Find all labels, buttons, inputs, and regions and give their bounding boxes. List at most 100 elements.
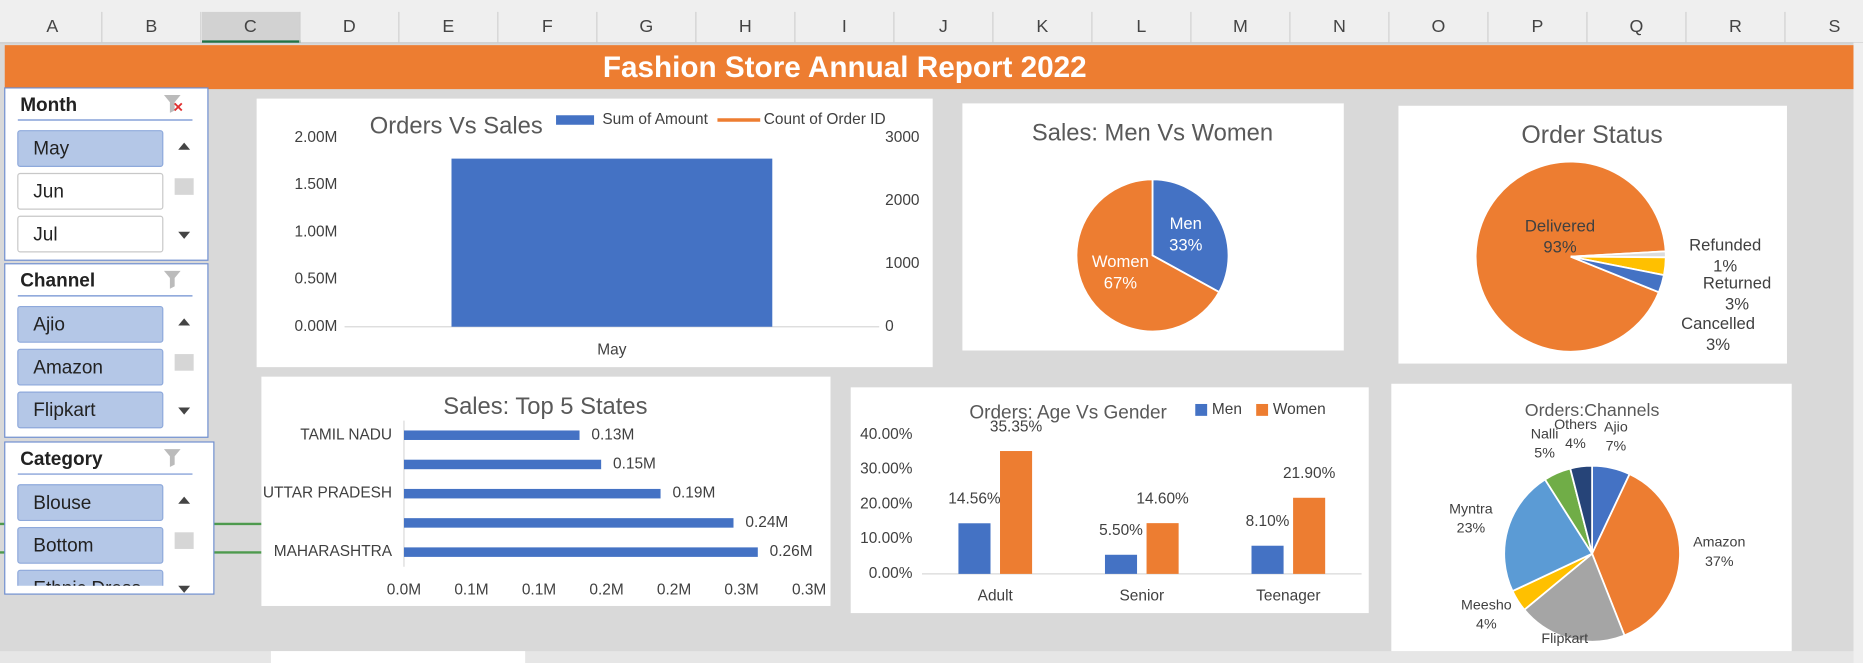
bar bbox=[1000, 451, 1033, 574]
slicer-items: Blouse Bottom Ethnic Dress bbox=[17, 484, 164, 606]
chart-title: Orders: Age Vs Gender bbox=[969, 402, 1167, 423]
data-label: 0.26M bbox=[770, 543, 813, 560]
data-label: 21.90% bbox=[1283, 465, 1336, 482]
column-header: D bbox=[343, 16, 356, 36]
data-label: 0.13M bbox=[591, 426, 634, 443]
sheet-tab[interactable] bbox=[270, 651, 526, 663]
clear-filter-icon[interactable] bbox=[163, 449, 181, 467]
column-header: S bbox=[1828, 16, 1840, 36]
scroll-down[interactable] bbox=[178, 585, 191, 593]
grouped-bar-chart: Orders: Age Vs Gender 0.00% 10.00% 20.00% 30… bbox=[860, 401, 1362, 605]
y-tick-label: 30.00% bbox=[860, 461, 913, 478]
scroll-thumb[interactable] bbox=[174, 532, 194, 549]
column-header: C bbox=[244, 16, 257, 36]
y-tick-label: 1.50M bbox=[295, 176, 338, 193]
hbar-chart: Sales: Top 5 States 0.0M 0.1M 0.1M 0.2M 0.2M 0… bbox=[263, 393, 826, 599]
slice-value-label: 93% bbox=[1543, 238, 1576, 257]
clear-filter-icon[interactable] bbox=[163, 270, 181, 289]
bar bbox=[958, 523, 991, 574]
slicer-item[interactable] bbox=[17, 348, 164, 386]
column-header: F bbox=[542, 16, 553, 36]
slice-value-label: 7% bbox=[1606, 439, 1627, 455]
slicer: Category Blouse Bottom Ethnic Dress bbox=[4, 441, 215, 606]
slicer-title: Month bbox=[20, 95, 77, 116]
scroll-up[interactable] bbox=[178, 318, 191, 326]
slicer-item-label: Bottom bbox=[33, 536, 93, 557]
slicer-item-label: Ethnic Dress bbox=[33, 578, 141, 599]
y-tick-label: 0.00M bbox=[295, 318, 338, 335]
slicer: Month May Jun Jul bbox=[4, 87, 209, 261]
y-tick-label: UTTAR PRADESH bbox=[263, 485, 392, 502]
slice-value-label: 1% bbox=[1713, 257, 1737, 276]
bar bbox=[451, 158, 773, 327]
scroll-up[interactable] bbox=[178, 496, 191, 504]
column-header: I bbox=[842, 16, 847, 36]
pie-slice bbox=[1151, 178, 1230, 294]
slicer-item[interactable] bbox=[17, 526, 164, 564]
slice-label: Delivered bbox=[1525, 216, 1595, 235]
slice-value-label: 4% bbox=[1565, 436, 1586, 452]
slicer-item-label: Ajio bbox=[33, 315, 65, 336]
y-tick-label: 40.00% bbox=[860, 426, 913, 443]
combo-chart: Orders Vs Sales 0.00M 0.50M 1.00M 1.50M 2.00M… bbox=[295, 111, 920, 358]
column-header: O bbox=[1431, 16, 1445, 36]
x-tick-label: Adult bbox=[978, 588, 1014, 605]
slicer-item[interactable] bbox=[17, 215, 164, 253]
scroll-down[interactable] bbox=[178, 231, 191, 239]
scroll-thumb[interactable] bbox=[174, 178, 194, 195]
column-header: H bbox=[739, 16, 752, 36]
y-tick-label: 20.00% bbox=[860, 495, 913, 512]
y-tick-label: 1.00M bbox=[295, 223, 338, 240]
slice-label: Meesho bbox=[1461, 598, 1512, 614]
pie-slice bbox=[1591, 472, 1681, 637]
x-tick-label: 0.3M bbox=[792, 582, 826, 599]
x-tick-label: 0.2M bbox=[589, 582, 623, 599]
scroll-down[interactable] bbox=[178, 407, 191, 415]
bar bbox=[1104, 554, 1138, 574]
pie-slice bbox=[1570, 255, 1666, 294]
chart-panel[interactable] bbox=[850, 387, 1369, 614]
slicer-item[interactable] bbox=[17, 130, 164, 167]
slicer-item[interactable] bbox=[17, 569, 164, 606]
x-tick-label: 0.1M bbox=[522, 582, 556, 599]
column-header: Q bbox=[1629, 16, 1643, 36]
y-tick-label: TAMIL NADU bbox=[300, 426, 392, 443]
scroll-up[interactable] bbox=[178, 142, 191, 150]
x-tick-label: 0.0M bbox=[387, 582, 421, 599]
bar bbox=[403, 430, 580, 440]
sheet-tab-bar bbox=[0, 651, 1854, 663]
slice-label: Returned bbox=[1703, 273, 1771, 292]
slicer-title: Channel bbox=[20, 271, 95, 292]
clear-filter-icon[interactable] bbox=[163, 95, 181, 113]
x-tick-label: 0.1M bbox=[454, 582, 488, 599]
slicer-item[interactable] bbox=[17, 305, 164, 343]
slicer-item-label: Flipkart bbox=[33, 400, 96, 421]
slice-value-label: 3% bbox=[1706, 335, 1730, 354]
slicer-item-label: May bbox=[33, 139, 69, 160]
pie-slice bbox=[1569, 464, 1593, 554]
pie-chart: Sales: Men Vs Women Men 33% Women 67% bbox=[1032, 120, 1273, 333]
scroll-thumb[interactable] bbox=[174, 354, 194, 371]
x-tick-label: 0.2M bbox=[657, 582, 691, 599]
column-header: R bbox=[1729, 16, 1742, 36]
column-header: G bbox=[639, 16, 653, 36]
vertical-scrollbar[interactable] bbox=[1853, 42, 1863, 663]
x-tick-label: Senior bbox=[1119, 588, 1164, 605]
slicer-item[interactable] bbox=[17, 484, 164, 522]
column-header: B bbox=[145, 16, 157, 36]
slice-label: Men bbox=[1170, 214, 1202, 233]
slicer-item[interactable] bbox=[17, 172, 164, 210]
slice-label: Refunded bbox=[1689, 235, 1761, 254]
slice-value-label: 67% bbox=[1104, 273, 1137, 292]
slice-value-label: 4% bbox=[1476, 617, 1497, 633]
slicer-item-label: Jun bbox=[33, 182, 64, 203]
slicer-item-label: Amazon bbox=[33, 357, 103, 378]
y-tick-label: 0.00% bbox=[869, 565, 913, 582]
chart-title: Orders Vs Sales bbox=[370, 112, 543, 139]
slice-label: Myntra bbox=[1449, 501, 1493, 517]
slicer: Channel Ajio Amazon Flipkart bbox=[4, 263, 209, 438]
y-tick-label: MAHARASHTRA bbox=[274, 543, 393, 560]
y2-tick-label: 2000 bbox=[885, 192, 919, 209]
slicer-item[interactable] bbox=[17, 391, 164, 429]
slicer-item-label: Jul bbox=[33, 224, 57, 245]
